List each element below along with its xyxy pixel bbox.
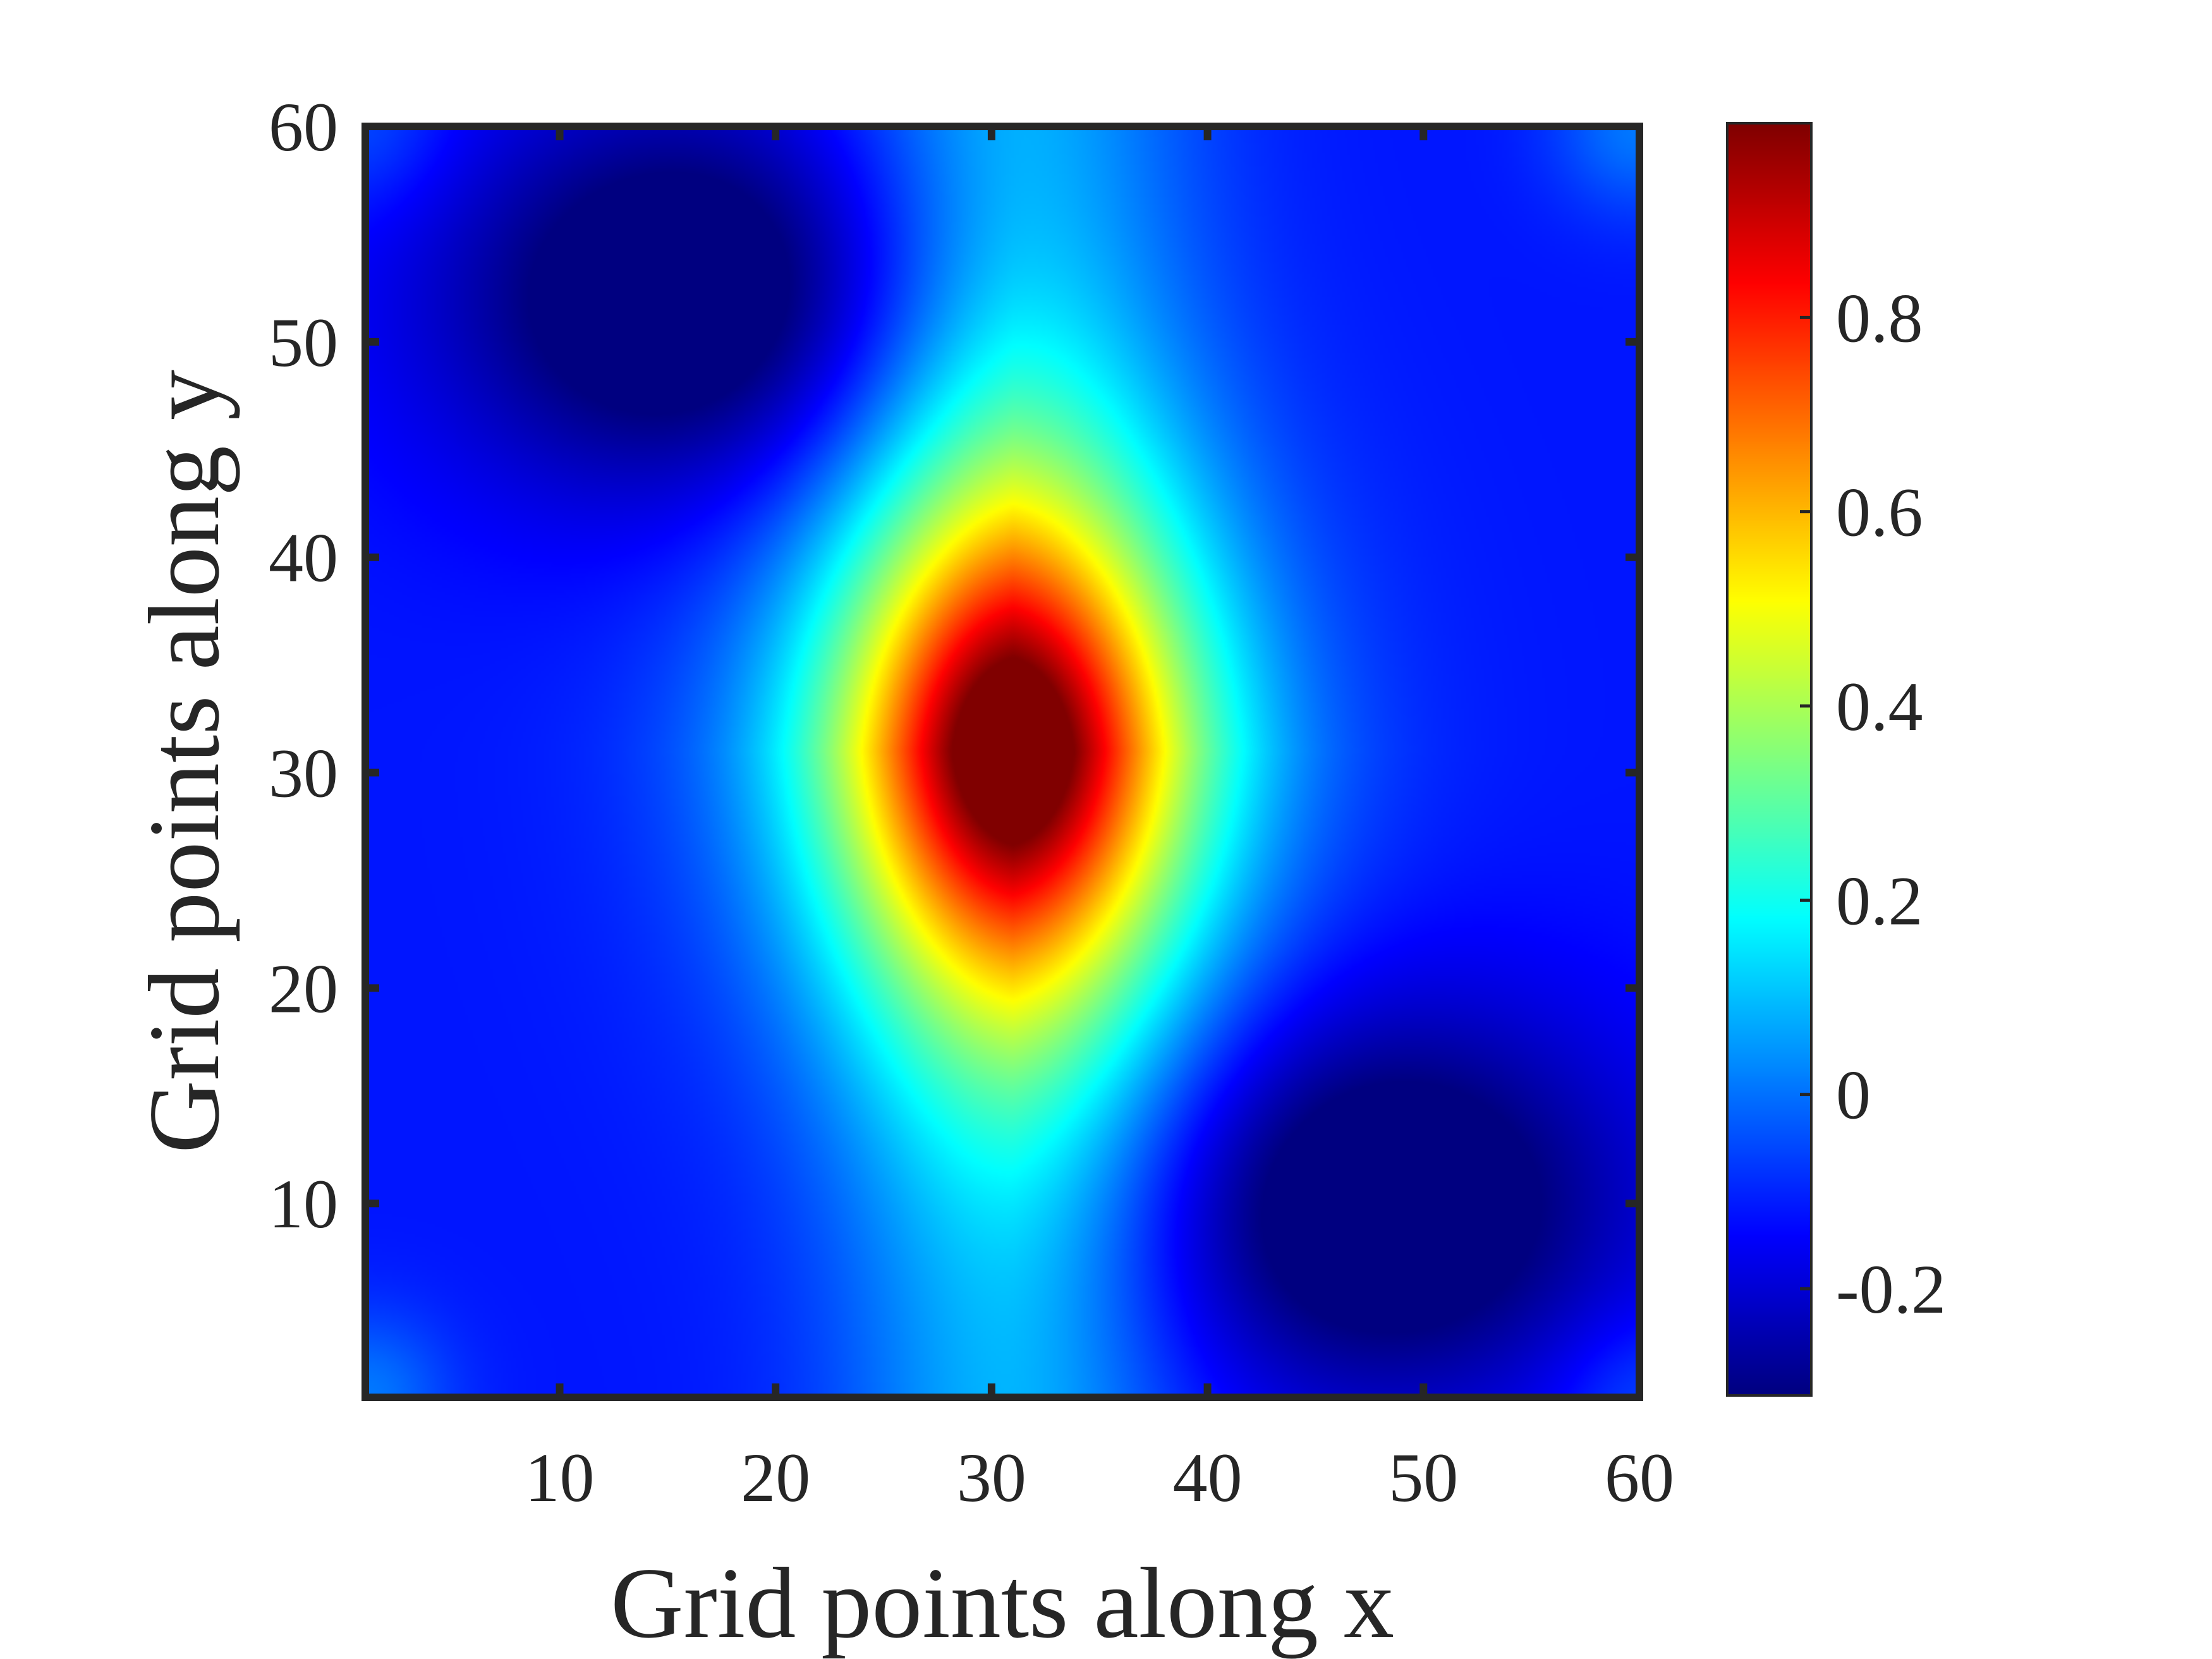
x-axis-ticks: 10 20 30 40 50 60 bbox=[525, 126, 1674, 1516]
y-tick-label: 50 bbox=[269, 304, 338, 381]
x-tick-label: 10 bbox=[525, 1439, 595, 1516]
colorbar-tick-label: 0.8 bbox=[1836, 279, 1923, 356]
colorbar bbox=[1727, 123, 1811, 1395]
colorbar-tick-label: -0.2 bbox=[1836, 1251, 1946, 1328]
y-tick-label: 60 bbox=[269, 88, 338, 166]
colorbar-tick-label: 0.6 bbox=[1836, 474, 1923, 551]
x-tick-label: 50 bbox=[1389, 1439, 1458, 1516]
x-tick-label: 60 bbox=[1605, 1439, 1674, 1516]
y-tick-label: 10 bbox=[269, 1165, 338, 1243]
x-tick-label: 40 bbox=[1173, 1439, 1243, 1516]
colorbar-tick-label: 0 bbox=[1836, 1057, 1871, 1134]
y-tick-label: 20 bbox=[269, 950, 338, 1027]
x-tick-label: 30 bbox=[957, 1439, 1026, 1516]
colorbar-frame bbox=[1726, 122, 1813, 1397]
y-axis-label: Grid points along y bbox=[128, 370, 240, 1153]
y-tick-label: 30 bbox=[269, 735, 338, 812]
colorbar-tick-label: 0.2 bbox=[1836, 862, 1923, 939]
x-axis-label: Grid points along x bbox=[611, 1547, 1394, 1659]
y-axis-ticks: 10 20 30 40 50 60 bbox=[269, 88, 1639, 1243]
y-tick-label: 40 bbox=[269, 520, 338, 597]
x-tick-label: 20 bbox=[741, 1439, 810, 1516]
heatmap-image bbox=[365, 126, 1639, 1397]
colorbar-ticks: -0.2 0 0.2 0.4 0.6 0.8 bbox=[1800, 279, 1946, 1328]
plot-frame bbox=[362, 123, 1643, 1401]
colorbar-tick-label: 0.4 bbox=[1836, 668, 1923, 745]
